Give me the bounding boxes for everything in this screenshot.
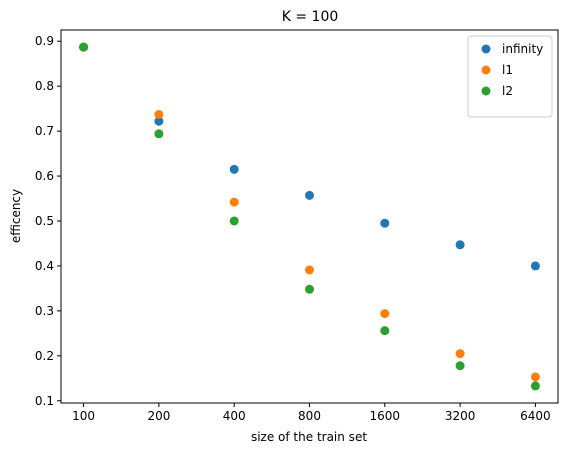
legend-label-l1: l1 [502,63,513,77]
legend-marker-infinity [481,44,491,54]
y-tick-label: 0.6 [35,169,54,183]
y-tick-label: 0.4 [35,259,54,273]
data-point-l2 [530,381,540,391]
legend-label-l2: l2 [502,84,513,98]
legend-marker-l1 [481,65,491,75]
data-point-infinity [154,116,164,126]
y-tick-label: 0.1 [35,394,54,408]
data-point-infinity [380,218,390,228]
data-point-l2 [380,326,390,336]
y-tick-label: 0.2 [35,349,54,363]
x-tick-label: 1600 [370,409,401,423]
y-axis-label: efficency [9,189,23,243]
data-point-l2 [455,361,465,371]
legend-label-infinity: infinity [502,42,543,56]
y-tick-label: 0.9 [35,34,54,48]
plot-frame [60,29,559,404]
data-point-infinity [455,240,465,250]
data-point-l2 [154,129,164,139]
data-point-l1 [154,109,164,119]
y-tick-label: 0.3 [35,304,54,318]
data-point-l2 [305,284,314,294]
legend-marker-l2 [481,86,491,96]
legend: infinity l1 l2 [467,35,553,118]
data-point-infinity [305,190,314,200]
plot-area: 100 200 400 800 1600 3200 6400 0.1 0.2 0.3 0.4 0.5 0… [35,34,551,423]
x-tick-label: 100 [72,409,95,423]
x-tick-label: 200 [147,409,170,423]
legend-box [467,35,553,118]
y-tick-label: 0.5 [35,214,54,228]
data-point-l1 [455,349,465,359]
y-tick-label: 0.7 [35,124,54,138]
data-point-infinity [530,261,540,271]
y-tick-label: 0.8 [35,79,54,93]
x-axis-label: size of the train set [251,430,367,444]
x-tick-label: 400 [223,409,246,423]
x-tick-label: 800 [298,409,321,423]
data-point-l1 [229,197,239,207]
data-point-l2 [79,42,89,52]
chart-title: K = 100 [282,9,339,25]
data-point-l1 [305,265,314,275]
x-tick-label: 3200 [445,409,476,423]
data-point-l2 [229,216,239,226]
x-tick-label: 6400 [520,409,551,423]
data-point-l1 [530,372,540,382]
data-point-infinity [229,164,239,174]
data-point-l1 [380,309,390,319]
